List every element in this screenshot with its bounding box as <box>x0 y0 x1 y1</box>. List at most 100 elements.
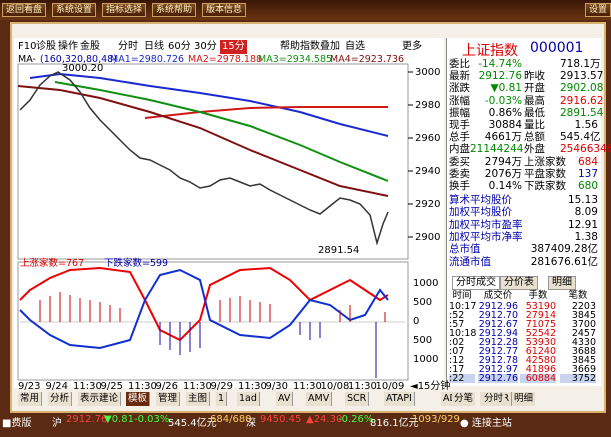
ma-params: (160,320,80,48) <box>40 54 117 65</box>
quote-cell: 545.4亿 <box>560 131 601 144</box>
trade-cell: 3845 <box>571 310 596 321</box>
x-tick-label: 9/29 <box>211 381 233 392</box>
toolbar-button[interactable]: 日线 <box>144 41 164 52</box>
trade-cell: 4330 <box>571 337 596 348</box>
quote-cell: 2912.76 <box>478 70 522 83</box>
y-tick-label: 2920 <box>415 199 440 210</box>
toolbar-button[interactable]: 15分 <box>220 40 247 54</box>
quote-cell: 平盘家数 <box>524 167 566 180</box>
trade-cell: 2912.28 <box>478 337 518 348</box>
quote-cell: 4661万 <box>484 131 522 144</box>
trade-cell: 10:18 <box>449 328 477 339</box>
bottom-tab[interactable]: 1ad <box>237 392 260 406</box>
quote-cell: 2902.08 <box>560 82 604 95</box>
x-tick-label: 11:30 <box>128 381 157 392</box>
bottom-tab[interactable]: 1 <box>216 392 228 406</box>
quote-cell: 0.14% <box>488 180 522 192</box>
toolbar-button[interactable]: 60分 <box>168 41 191 52</box>
status-item: ● 连接主站 <box>460 418 512 429</box>
edition: ■费版 <box>2 418 32 429</box>
quote-panel <box>446 38 601 386</box>
toolbar-button[interactable]: 分时 <box>118 41 138 52</box>
trade-cell: 3688 <box>571 346 596 357</box>
bottom-tab[interactable]: 模板 <box>126 392 151 406</box>
side-tab[interactable]: 分时 <box>482 392 506 406</box>
bottom-tab[interactable]: SCR <box>345 392 370 406</box>
bottom-tab[interactable]: 管理 <box>156 392 181 406</box>
toolbar-button[interactable]: 自选 <box>345 41 365 52</box>
toolbar-button[interactable]: 帮助 <box>280 41 300 52</box>
quote-cell: 2913.57 <box>560 70 604 83</box>
trade-tab[interactable]: 分时成交 <box>452 276 500 290</box>
toolbar-button[interactable]: 操作 <box>58 41 78 52</box>
x-tick-label: 11:30 <box>73 381 102 392</box>
status-item: 684/680 <box>210 414 252 425</box>
trade-cell: 10:17 <box>449 301 477 312</box>
menu-button[interactable]: 系统设置 <box>52 3 97 17</box>
stat-value: 15.13 <box>567 194 598 206</box>
ma-blue <box>29 72 389 137</box>
toolbar-button[interactable]: 更多 <box>402 41 422 52</box>
toolbar-button[interactable]: F10 <box>18 41 37 52</box>
trade-cell: 3845 <box>571 355 596 366</box>
trade-cell: 2912.70 <box>478 310 518 321</box>
side-tab[interactable]: 分笔 <box>452 392 476 406</box>
trade-cell: :02 <box>449 337 465 348</box>
menu-button[interactable]: 版本信息 <box>202 3 247 17</box>
trade-header: 时间 <box>452 290 472 301</box>
quote-cell: 涨跌 <box>449 82 470 95</box>
y-tick-label: 2900 <box>415 232 440 243</box>
status-item: 2912.76 <box>66 414 108 425</box>
ma-value: MA2=2978.188 <box>188 54 263 65</box>
price-path <box>19 71 389 246</box>
quote-cell: 开盘 <box>524 82 545 95</box>
trade-header: 成交价 <box>483 290 513 301</box>
trade-cell: 42580 <box>525 355 556 366</box>
up-count-line <box>19 266 389 342</box>
trade-cell: 2912.78 <box>478 355 518 366</box>
quote-cell: 137 <box>577 167 598 180</box>
toolbar-button[interactable]: 30分 <box>194 41 217 52</box>
quote-cell: 2794万 <box>484 155 522 168</box>
toolbar-button[interactable]: 指数叠加 <box>300 41 340 52</box>
trade-cell: 2912.77 <box>478 346 518 357</box>
side-tab[interactable]: 明细 <box>512 392 536 406</box>
indicator-tick: 500 <box>413 335 432 346</box>
menu-button[interactable]: 系统帮助 <box>152 3 197 17</box>
trade-cell: :52 <box>449 310 465 321</box>
trade-header: 笔数 <box>568 290 588 301</box>
menu-button[interactable]: 返回看盘 <box>2 3 47 17</box>
bottom-tab[interactable]: 常用 <box>18 392 43 406</box>
quote-cell: 内盘 <box>449 143 470 156</box>
bottom-tab[interactable]: AV <box>276 392 294 406</box>
status-item: 1093/929 <box>412 414 460 425</box>
quote-cell: 下跌家数 <box>524 180 566 192</box>
quote-cell: 涨幅 <box>449 94 470 107</box>
trade-cell: 3700 <box>571 319 596 330</box>
bottom-tab[interactable]: 表示建论 <box>78 392 122 406</box>
stat-label: 算术平均股价 <box>449 194 512 206</box>
bottom-tab[interactable]: 主图 <box>186 392 211 406</box>
down-count-line <box>19 268 389 350</box>
quote-cell: 2891.54 <box>560 106 604 119</box>
toolbar-button[interactable]: 诊股 <box>36 41 56 52</box>
toolbar-button[interactable]: 金股 <box>80 41 100 52</box>
x-tick-label: 10/09 <box>376 381 405 392</box>
quote-cell: 总手 <box>449 131 470 144</box>
ma-value: MA4=2923.736 <box>330 54 405 65</box>
up-count: 上涨家数=767 <box>20 258 85 269</box>
menu-button[interactable]: 指标选择 <box>102 3 147 17</box>
bottom-tab[interactable]: 分析 <box>48 392 73 406</box>
indicator-tick: 0 <box>413 316 419 327</box>
trade-cell: 61240 <box>525 346 556 357</box>
trade-cell: :07 <box>449 346 465 357</box>
bottom-tab[interactable]: AMV <box>306 392 333 406</box>
bottom-tab[interactable]: ATAPI <box>384 392 415 406</box>
menu-right[interactable]: 设置 <box>585 3 611 17</box>
trade-tab[interactable]: 明细 <box>548 276 576 290</box>
quote-cell: 总额 <box>524 131 545 144</box>
trade-tab[interactable]: 分价表 <box>500 276 538 290</box>
stat-label: 加权平均股价 <box>449 206 512 219</box>
